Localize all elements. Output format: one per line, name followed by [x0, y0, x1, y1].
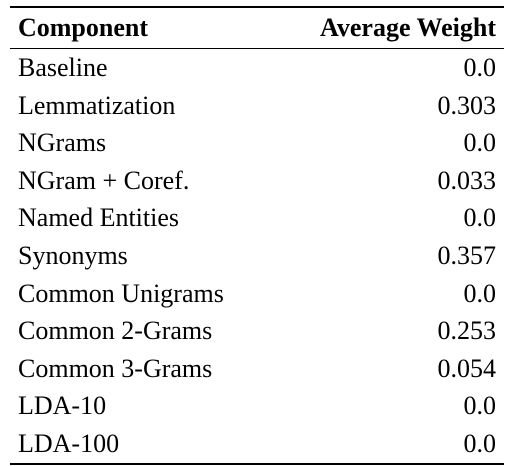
weight-cell: 0.033 — [437, 165, 497, 195]
table-row: NGrams 0.0 — [10, 124, 504, 162]
table-row: LDA-10 0.0 — [10, 388, 504, 426]
weight-cell: 0.357 — [437, 241, 497, 271]
weight-cell: 0.253 — [437, 316, 497, 346]
table-row: Common Unigrams 0.0 — [10, 275, 504, 313]
table-row: Common 3-Grams 0.054 — [10, 350, 504, 388]
component-cell: NGrams — [18, 128, 107, 158]
table-row: LDA-100 0.0 — [10, 425, 504, 463]
bottom-rule — [10, 462, 504, 465]
component-cell: Common Unigrams — [18, 278, 224, 308]
component-cell: Baseline — [18, 53, 108, 83]
table-row: Lemmatization 0.303 — [10, 87, 504, 125]
weight-cell: 0.054 — [437, 353, 497, 383]
weight-cell: 0.0 — [463, 53, 497, 83]
component-cell: Common 3-Grams — [18, 353, 213, 383]
component-cell: Lemmatization — [18, 90, 176, 120]
top-rule — [10, 6, 504, 8]
component-cell: Synonyms — [18, 241, 128, 271]
header-component: Component — [18, 13, 149, 42]
component-cell: LDA-100 — [18, 429, 120, 459]
component-cell: NGram + Coref. — [18, 165, 190, 195]
weight-cell: 0.0 — [463, 128, 497, 158]
table-body: Baseline 0.0 Lemmatization 0.303 NGrams … — [10, 49, 504, 463]
table-row: Baseline 0.0 — [10, 49, 504, 87]
table-row: Synonyms 0.357 — [10, 237, 504, 275]
weight-cell: 0.0 — [463, 203, 497, 233]
component-cell: Common 2-Grams — [18, 316, 213, 346]
table-row: NGram + Coref. 0.033 — [10, 162, 504, 200]
table-row: Common 2-Grams 0.253 — [10, 312, 504, 350]
table-header: Component Average Weight — [10, 8, 504, 48]
weights-table: Component Average Weight Baseline 0.0 Le… — [10, 0, 504, 465]
weight-cell: 0.0 — [463, 278, 497, 308]
weight-cell: 0.0 — [463, 429, 497, 459]
header-average-weight: Average Weight — [320, 13, 496, 42]
table-row: Named Entities 0.0 — [10, 200, 504, 238]
component-cell: LDA-10 — [18, 391, 107, 421]
header-rule — [10, 48, 504, 50]
component-cell: Named Entities — [18, 203, 180, 233]
weight-cell: 0.0 — [463, 391, 497, 421]
weight-cell: 0.303 — [437, 90, 497, 120]
